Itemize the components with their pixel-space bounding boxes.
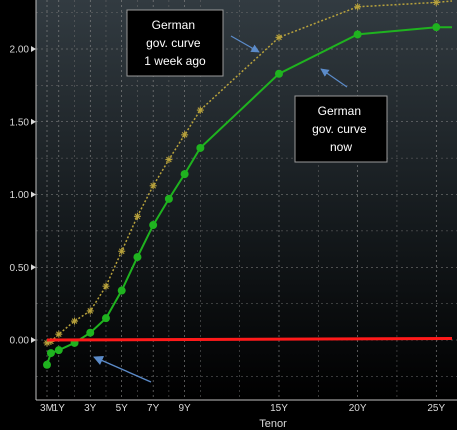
- series-point-now: [353, 30, 362, 39]
- x-tick-label: 3Y: [84, 403, 97, 414]
- x-tick-label: 1Y: [53, 403, 66, 414]
- x-tick-label: 20Y: [349, 403, 367, 414]
- x-tick-label: 7Y: [147, 403, 160, 414]
- series-point-now: [101, 314, 110, 323]
- series-layer: [43, 0, 453, 369]
- y-tick-mark: [31, 191, 36, 198]
- series-point-week_ago: [354, 3, 362, 11]
- series-point-now: [133, 253, 142, 262]
- x-tick-label: 9Y: [179, 403, 192, 414]
- series-point-week_ago: [55, 330, 63, 338]
- series-point-week_ago: [165, 156, 173, 164]
- y-tick-mark: [31, 337, 36, 343]
- series-point-week_ago: [149, 182, 157, 190]
- y-tick-mark: [31, 46, 36, 52]
- series-point-now: [164, 194, 173, 203]
- y-tick-label: 1.00: [10, 190, 30, 201]
- series-point-now: [54, 346, 63, 355]
- annotation-week-ago-line-2: gov. curve: [146, 36, 201, 50]
- y-tick-label: 1.50: [10, 117, 30, 128]
- x-axis-title: Tenor: [259, 418, 287, 430]
- series-point-week_ago: [133, 212, 141, 220]
- y-tick-mark: [31, 264, 36, 271]
- series-point-now: [196, 143, 205, 152]
- annotation-week-ago-line-3: 1 week ago: [144, 54, 206, 68]
- x-tick-label: 3M: [40, 403, 54, 414]
- svg-text:German gov. curve: German gov. curve now: [312, 104, 370, 154]
- annotation-now-line-1: German: [318, 104, 361, 118]
- x-tick-label: 15Y: [270, 403, 288, 414]
- negative-yield-arrow: [93, 356, 152, 383]
- series-point-week_ago: [102, 282, 110, 290]
- series-point-now: [274, 69, 283, 78]
- series-point-week_ago: [71, 317, 79, 325]
- series-line-now: [46, 26, 452, 366]
- annotation-box-now: [294, 95, 388, 163]
- annotation-week-ago-line-1: German: [152, 18, 195, 32]
- annotation-week-ago: German gov. curve 1 week ago: [126, 9, 260, 77]
- series-line-zero_line: [46, 337, 453, 342]
- y-tick-label: 0.50: [10, 263, 30, 274]
- annotation-now-line-3: now: [330, 140, 352, 154]
- series-point-week_ago: [432, 0, 440, 6]
- y-tick-label: 2.00: [10, 45, 30, 56]
- series-point-week_ago: [196, 106, 204, 114]
- series-point-week_ago: [181, 131, 189, 139]
- series-point-week_ago: [118, 247, 126, 255]
- annotation-now: German gov. curve now: [294, 68, 388, 163]
- annotation-week-ago-arrow: [230, 35, 260, 53]
- annotation-now-line-2: gov. curve: [312, 122, 367, 136]
- series-point-now: [432, 23, 441, 32]
- series-point-now: [86, 328, 95, 337]
- series-point-now: [43, 360, 51, 369]
- series-point-week_ago: [86, 307, 94, 315]
- series-point-now: [180, 170, 189, 179]
- y-tick-mark: [31, 118, 36, 125]
- annotation-box-week-ago: [126, 9, 224, 77]
- series-point-now: [149, 221, 158, 230]
- series-line-week_ago: [46, 0, 453, 344]
- y-tick-label: 0.00: [10, 336, 30, 347]
- series-point-now: [46, 349, 55, 358]
- series-point-now: [117, 286, 126, 295]
- y-axis-ticks: 0.00 0.50 1.00 1.50 2.00: [10, 45, 36, 347]
- x-tick-label: 25Y: [427, 403, 445, 414]
- annotation-now-arrow: [320, 68, 348, 88]
- x-tick-label: 5Y: [116, 403, 129, 414]
- svg-text:German gov. curve: German gov. curve 1 week ago: [144, 18, 206, 68]
- series-point-week_ago: [275, 33, 283, 41]
